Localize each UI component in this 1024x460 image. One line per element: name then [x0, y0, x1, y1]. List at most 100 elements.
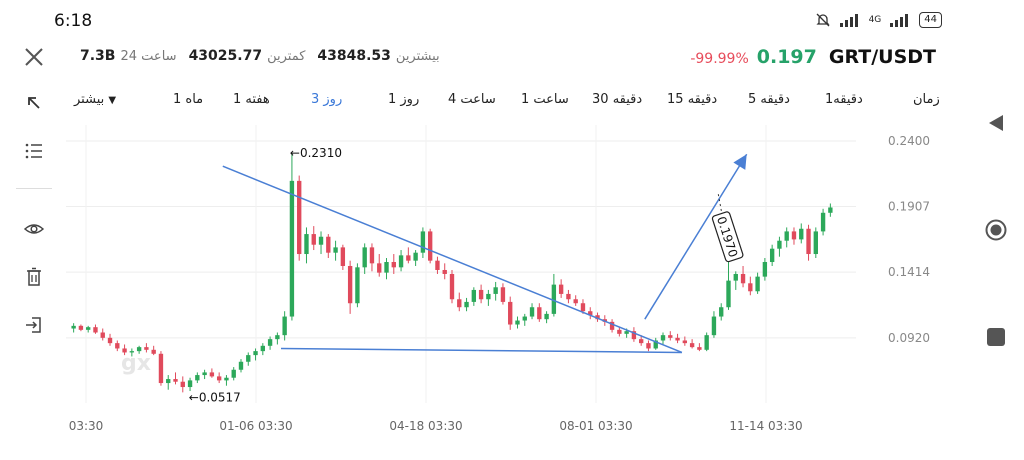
candle-body	[297, 180, 302, 255]
candle-body	[195, 375, 200, 381]
candle-body	[697, 347, 702, 350]
candle-body	[464, 301, 469, 308]
exit-icon[interactable]	[24, 315, 44, 335]
candle-body	[682, 340, 688, 344]
y-tick-label: 0.0920	[888, 331, 930, 345]
list-icon[interactable]	[24, 141, 44, 161]
candle-body	[493, 287, 498, 294]
more-label: بیشتر	[74, 92, 105, 107]
candle-body	[777, 240, 782, 249]
candle-body	[398, 255, 404, 268]
candle-body	[617, 329, 622, 334]
candle-body	[413, 252, 418, 261]
tf-1-week[interactable]: 1 هفته	[233, 92, 270, 107]
low-annotation: ←0.0517	[189, 390, 241, 404]
bell-muted-icon	[815, 13, 830, 27]
network-type: 4G	[868, 15, 882, 25]
recents-nav-icon[interactable]	[985, 326, 1007, 348]
candle-body	[580, 303, 586, 312]
candle-body	[551, 284, 557, 314]
y-tick-label: 0.1414	[888, 265, 930, 279]
tf-30-min[interactable]: 30 دقیقه	[592, 92, 643, 107]
x-tick-label: 08-01 03:30	[559, 419, 632, 433]
expand-arrow-icon[interactable]	[26, 95, 42, 111]
candle-body	[384, 262, 389, 273]
candle-body	[675, 337, 680, 341]
pair-symbol[interactable]: GRT/USDT	[828, 46, 936, 68]
candle-body	[209, 372, 215, 377]
timeframe-bar: بیشتر ▼ 1 ماه 1 هفته 3 روز 1 روز 4 ساعت …	[0, 92, 950, 112]
close-icon[interactable]	[22, 45, 46, 69]
candle-body	[107, 337, 113, 344]
status-time: 6:18	[54, 11, 93, 31]
candle-body	[391, 262, 396, 268]
tf-15-min[interactable]: 15 دقیقه	[667, 92, 718, 107]
x-tick-label: 04-18 03:30	[389, 419, 462, 433]
candle-body	[369, 247, 375, 264]
candle-body	[427, 231, 433, 261]
candle-body	[442, 269, 447, 274]
candle-body	[486, 293, 491, 300]
candle-body	[806, 228, 811, 255]
candle-body	[289, 180, 295, 317]
candle-body	[660, 335, 666, 341]
chart-canvas[interactable]: 0.2400 0.1907 0.1414 0.0920 03:30 01-06 03:30…	[66, 125, 940, 435]
more-dropdown[interactable]: بیشتر ▼	[74, 92, 116, 107]
trash-icon[interactable]	[24, 267, 44, 287]
candle-body	[151, 349, 156, 354]
candle-body	[275, 335, 280, 340]
candle-body	[573, 299, 578, 304]
low-value: 43025.77	[188, 48, 263, 64]
home-nav-icon[interactable]	[985, 219, 1007, 241]
candle-body	[631, 331, 637, 340]
candle-body	[791, 231, 797, 240]
x-tick-label: 01-06 03:30	[219, 419, 292, 433]
candle-body	[326, 236, 331, 253]
tf-1-day[interactable]: 1 روز	[388, 92, 420, 107]
candlestick-chart[interactable]: 0.2400 0.1907 0.1414 0.0920 03:30 01-06 03:30…	[66, 125, 940, 435]
tf-1-hour[interactable]: 1 ساعت	[521, 92, 569, 107]
market-stats: 7.3B 24 ساعت 43025.77 کمترین 43848.53 بی…	[80, 48, 452, 64]
candle-body	[719, 307, 724, 317]
candle-body	[435, 260, 440, 270]
candle-body	[478, 289, 484, 300]
tf-5-min[interactable]: 5 دقیقه	[748, 92, 790, 107]
candle-body	[100, 332, 105, 338]
candle-body	[638, 339, 644, 344]
candle-body	[347, 265, 353, 304]
volume-24h-value: 7.3B	[80, 48, 116, 64]
candle-body	[78, 325, 84, 330]
candle-body	[748, 283, 753, 292]
eye-icon[interactable]	[24, 219, 44, 239]
candle-body	[784, 231, 789, 241]
candle-body	[449, 273, 455, 300]
tf-time[interactable]: زمان	[913, 92, 940, 107]
candle-body	[311, 234, 316, 245]
back-nav-icon[interactable]	[985, 112, 1007, 134]
candle-body	[115, 343, 120, 349]
tf-4-hour[interactable]: 4 ساعت	[448, 92, 496, 107]
candle-body	[508, 301, 513, 325]
candle-body	[231, 369, 236, 378]
y-tick-label: 0.2400	[888, 134, 930, 148]
candle-body	[282, 316, 287, 336]
candle-body	[86, 327, 91, 330]
candle-body	[144, 347, 149, 350]
candle-body	[820, 212, 826, 232]
candle-body	[500, 287, 506, 302]
price-tag-box	[711, 211, 744, 263]
candle-body	[377, 263, 382, 273]
candle-body	[362, 247, 367, 268]
tf-3-day[interactable]: 3 روز	[311, 92, 343, 107]
candle-body	[529, 307, 535, 317]
tf-1-min[interactable]: 1دقیقه	[825, 92, 863, 107]
tf-1-month[interactable]: 1 ماه	[173, 92, 204, 107]
candle-body	[740, 273, 746, 284]
candle-body	[689, 343, 695, 348]
candle-body	[260, 345, 266, 352]
candle-body	[653, 340, 658, 349]
high-annotation: ←0.2310	[290, 146, 342, 160]
candle-body	[216, 376, 222, 381]
battery-indicator: 44	[919, 12, 942, 28]
